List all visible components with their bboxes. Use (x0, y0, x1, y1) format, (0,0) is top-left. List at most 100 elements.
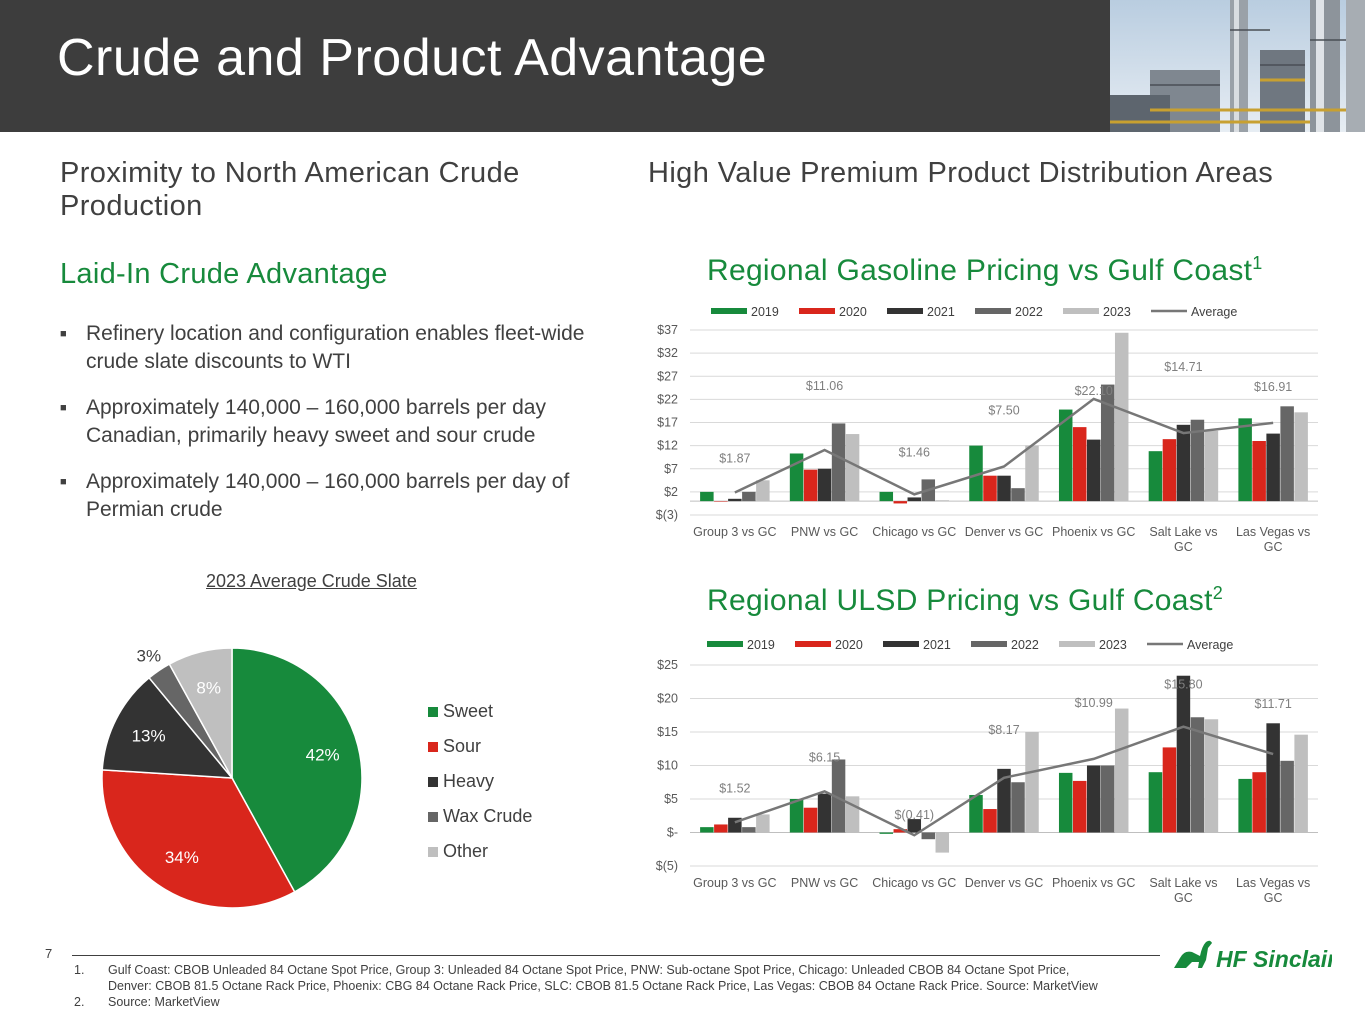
pie-slice-sweet (231, 647, 363, 893)
legend-swatch-2023 (1059, 641, 1095, 647)
bullet-list: Refinery location and configuration enab… (60, 320, 600, 542)
x-tick-label: Group 3 vs GC (693, 876, 776, 890)
bar-2020-6 (1252, 441, 1266, 502)
legend-label-2020: 2020 (839, 305, 867, 319)
bar-2020-0 (714, 824, 728, 833)
legend-label-2019: 2019 (751, 305, 779, 319)
bar-2020-2 (893, 829, 908, 833)
average-data-label: $1.46 (899, 445, 930, 459)
bullet-item: Approximately 140,000 – 160,000 barrels … (60, 394, 600, 450)
legend-label-average: Average (1187, 638, 1233, 652)
bar-2022-1 (831, 423, 846, 502)
bar-2023-3 (1025, 445, 1039, 502)
bar-2019-2 (879, 491, 894, 502)
footnote-1: 1. Gulf Coast: CBOB Unleaded 84 Octane S… (74, 962, 1098, 994)
bar-2022-0 (742, 491, 756, 502)
bar-2020-2 (893, 501, 908, 504)
chart-legend: 2019 2020 2021 2022 2023 Average (707, 638, 1233, 652)
dinosaur-icon (1174, 940, 1212, 968)
x-tick-label: Salt Lake vs (1149, 525, 1217, 539)
bar-2019-3 (969, 794, 983, 833)
footnote-marker: 1 (1252, 253, 1263, 273)
bar-2021-5 (1176, 424, 1191, 502)
bar-2023-1 (845, 434, 860, 502)
bar-2021-4 (1086, 765, 1101, 833)
bar-2023-0 (756, 480, 770, 502)
average-data-label: $11.71 (1254, 697, 1291, 711)
bar-2022-0 (742, 827, 756, 833)
x-tick-label: GC (1264, 891, 1283, 905)
bar-2020-4 (1072, 427, 1087, 502)
x-tick-label: PNW vs GC (791, 525, 858, 539)
average-data-label: $15.80 (1164, 678, 1202, 692)
bar-2022-1 (831, 759, 846, 833)
x-tick-label: Phoenix vs GC (1052, 876, 1135, 890)
x-tick-label: Denver vs GC (965, 525, 1044, 539)
average-data-label: $14.71 (1164, 360, 1202, 374)
footnote-number: 2. (74, 995, 85, 1009)
y-tick-label: $5 (664, 792, 678, 806)
bar-2023-2 (935, 832, 950, 853)
pie-slice-sour (101, 769, 296, 909)
bar-2023-4 (1114, 708, 1129, 833)
logo-wordmark: HF Sinclair (1216, 946, 1332, 972)
bar-2019-5 (1148, 772, 1163, 833)
y-tick-label: $2 (664, 485, 678, 499)
legend-label-2021: 2021 (923, 638, 951, 652)
ulsd-bar-chart: 2019 2020 2021 2022 2023 Average $(5) $- $5 $10 $1… (656, 638, 1318, 905)
y-tick-label: $32 (657, 346, 678, 360)
legend-swatch-2020 (795, 641, 831, 647)
bar-2022-3 (1011, 488, 1025, 502)
page-title: Crude and Product Advantage (57, 29, 768, 87)
bar-2023-2 (935, 500, 950, 502)
bar-2019-6 (1238, 418, 1252, 502)
legend-swatch-2022 (971, 641, 1007, 647)
crude-slate-pie-chart: 42% 34% 13% 3% 8% (101, 647, 363, 909)
bar-2022-5 (1190, 419, 1205, 502)
bar-2020-3 (983, 809, 997, 833)
legend-item-sweet: Sweet (428, 694, 532, 729)
y-tick-label: $(5) (656, 859, 678, 873)
bar-2021-3 (997, 475, 1011, 502)
legend-item-heavy: Heavy (428, 764, 532, 799)
gasoline-bar-chart: 2019 2020 2021 2022 2023 Average $(3) $2 $7 $12 $1… (656, 305, 1318, 554)
average-data-label: $16.91 (1254, 380, 1292, 394)
bar-2020-6 (1252, 772, 1266, 833)
bar-2019-4 (1058, 772, 1073, 833)
x-tick-label: PNW vs GC (791, 876, 858, 890)
legend-label-average: Average (1191, 305, 1237, 319)
average-data-label: $11.06 (806, 379, 843, 393)
ulsd-chart-title: Regional ULSD Pricing vs Gulf Coast2 (707, 583, 1223, 618)
x-tick-label: Group 3 vs GC (693, 525, 776, 539)
bar-2021-3 (997, 768, 1011, 833)
legend-swatch-2021 (883, 641, 919, 647)
legend-label-2023: 2023 (1103, 305, 1131, 319)
header-bar: Crude and Product Advantage (0, 0, 1365, 132)
bar-2019-0 (700, 491, 714, 502)
bar-2023-6 (1294, 412, 1308, 502)
bar-2021-2 (907, 819, 922, 833)
bar-2022-2 (921, 832, 936, 840)
legend-item-other: Other (428, 834, 532, 869)
legend-swatch-2020 (799, 308, 835, 314)
legend-label: Wax Crude (443, 806, 533, 826)
footnote-number: 1. (74, 963, 85, 977)
average-data-label: $7.50 (988, 403, 1019, 417)
legend-label-2022: 2022 (1015, 305, 1043, 319)
average-data-label: $1.52 (719, 781, 750, 795)
average-line (734, 397, 1274, 496)
x-tick-label: Las Vegas vs (1236, 525, 1310, 539)
x-tick-label: GC (1264, 540, 1283, 554)
footnote-text: Source: MarketView (108, 995, 220, 1009)
bar-2022-6 (1280, 406, 1294, 502)
bar-2023-6 (1294, 734, 1308, 833)
crude-advantage-subtitle: Laid-In Crude Advantage (60, 258, 388, 290)
bar-2021-5 (1176, 675, 1191, 833)
legend-label-2022: 2022 (1011, 638, 1039, 652)
y-tick-label: $7 (664, 462, 678, 476)
bar-2021-1 (817, 468, 832, 502)
average-data-label: $(0.41) (894, 808, 934, 822)
bar-2019-2 (879, 832, 894, 834)
gasoline-chart-title-text: Regional Gasoline Pricing vs Gulf Coast (707, 254, 1253, 287)
x-tick-label: Phoenix vs GC (1052, 525, 1135, 539)
